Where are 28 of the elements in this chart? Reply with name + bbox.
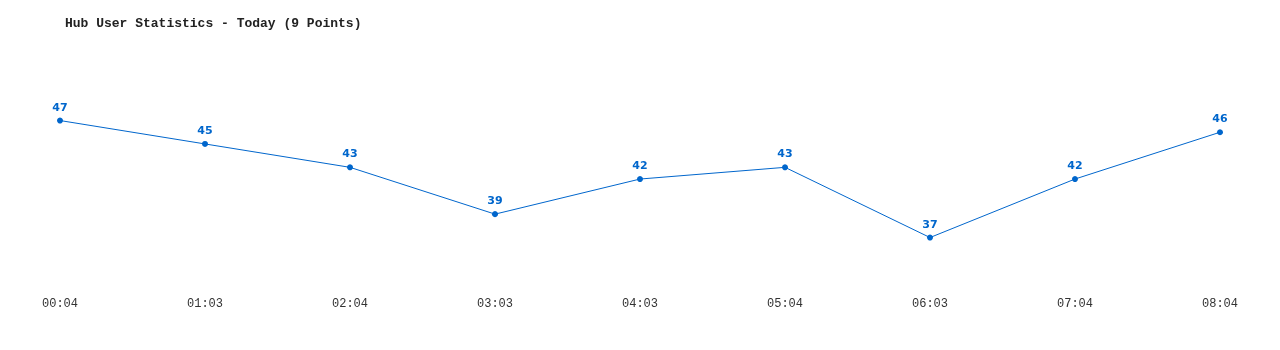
- point: [1217, 129, 1223, 136]
- x-tick-label: 05:04: [766, 297, 804, 311]
- point: [927, 234, 933, 241]
- x-tick-label: 04:03: [621, 297, 659, 311]
- data-label: 42: [632, 159, 648, 173]
- x-tick-label: 01:03: [186, 297, 224, 311]
- data-label: 43: [777, 147, 793, 161]
- point: [57, 117, 63, 124]
- point: [782, 164, 788, 171]
- x-tick-label: 03:03: [476, 297, 514, 311]
- data-label: 47: [52, 100, 68, 114]
- x-tick-label: 07:04: [1056, 297, 1094, 311]
- data-label: 42: [1067, 159, 1083, 173]
- data-label: 39: [487, 194, 503, 208]
- point: [202, 140, 208, 147]
- data-label: 37: [922, 217, 938, 231]
- x-tick-label: 00:04: [41, 297, 79, 311]
- x-tick-label: 08:04: [1201, 297, 1239, 311]
- data-label: 45: [197, 123, 213, 137]
- point: [492, 211, 498, 218]
- data-label: 46: [1212, 112, 1228, 126]
- data-label: 43: [342, 147, 358, 161]
- point: [347, 164, 353, 171]
- x-tick-label: 06:03: [911, 297, 949, 311]
- point: [1072, 176, 1078, 183]
- chart-title: Hub User Statistics - Today (9 Points): [65, 16, 362, 31]
- point: [637, 176, 643, 183]
- x-tick-label: 02:04: [331, 297, 369, 311]
